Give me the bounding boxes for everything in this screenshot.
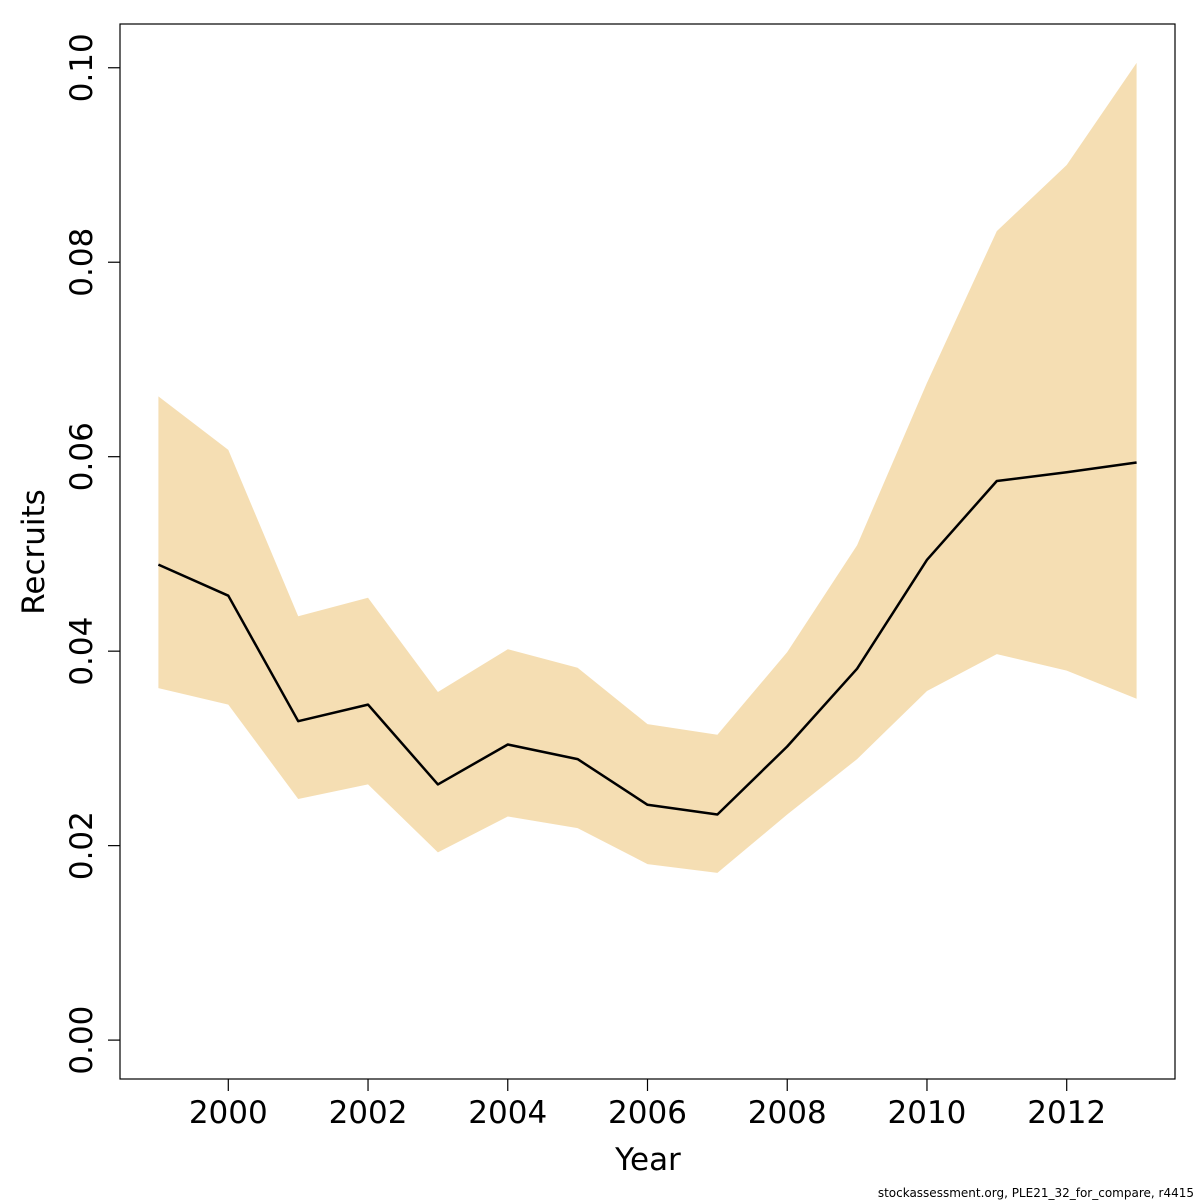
- y-tick-label-0.08: 0.08: [64, 228, 100, 297]
- recruits-estimate-line: [157, 461, 1137, 816]
- footer-credit: stockassessment.org, PLE21_32_for_compar…: [878, 1186, 1194, 1200]
- x-tick-label-2002: 2002: [329, 1095, 408, 1131]
- confidence-band-layer: [158, 62, 1137, 873]
- y-tick-label-0.00: 0.00: [64, 1006, 100, 1075]
- x-axis-title: Year: [614, 1142, 681, 1178]
- y-tick-label-0.10: 0.10: [64, 33, 100, 102]
- x-tick-label-2006: 2006: [608, 1095, 687, 1131]
- x-tick-label-2010: 2010: [888, 1095, 967, 1131]
- y-axis-title: Recruits: [16, 489, 52, 615]
- y-tick-label-0.06: 0.06: [64, 422, 100, 491]
- x-tick-label-2000: 2000: [189, 1095, 268, 1131]
- estimate-line-layer: [157, 461, 1137, 816]
- x-tick-label-2008: 2008: [748, 1095, 827, 1131]
- y-axis: 0.00 0.02 0.04 0.06 0.08 0.10: [64, 33, 120, 1075]
- y-tick-label-0.04: 0.04: [64, 617, 100, 686]
- confidence-band: [158, 62, 1137, 873]
- x-axis: 2000 2002 2004 2006 2008 2010 2012: [189, 1079, 1106, 1131]
- y-tick-label-0.02: 0.02: [64, 811, 100, 880]
- x-tick-label-2004: 2004: [468, 1095, 547, 1131]
- x-tick-label-2012: 2012: [1027, 1095, 1106, 1131]
